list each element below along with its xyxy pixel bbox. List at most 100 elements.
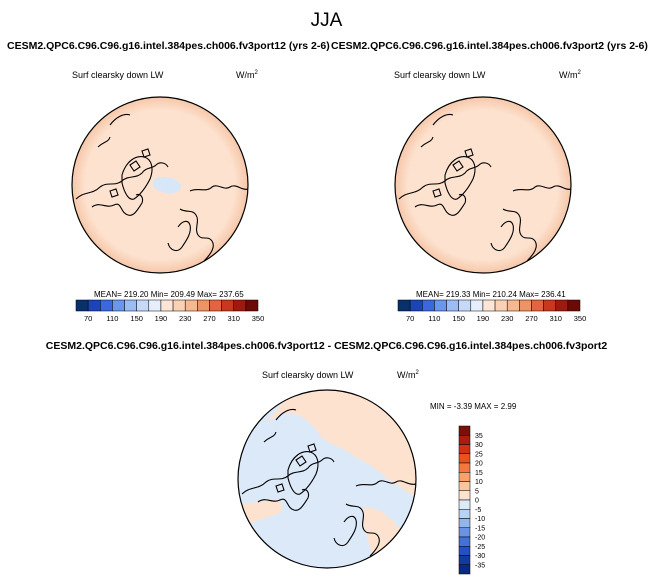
panel3-coast-siberia [355,480,416,487]
panel2-colorbar-label: 190 [477,314,490,323]
panel3-colorbar-label: 35 [475,433,483,440]
panel1-coast-hudson [91,193,144,216]
panel3-colorbar-box-8 [458,499,471,510]
panel1-colorbar-label: 310 [227,314,240,323]
panel1-colorbar-box-8 [172,299,186,312]
panel1-colorbar-label: 230 [179,314,192,323]
panel2-colorbar-box-8 [494,299,508,312]
panel2-colorbar-box-7 [482,299,496,312]
panel2-field [395,97,571,273]
panel2-coast-scandinavia [490,220,514,252]
panel3-colorbar: 35 30 25 20 15 10 5 0 -5 -10 -15 -20 -25 -30 -35 [458,425,485,575]
panel3-stats: MIN = -3.39 MAX = 2.99 [430,402,517,411]
panel1-colorbar-box-3 [112,299,125,312]
panel2-colorbar-box-6 [470,299,484,312]
panel2-colorbar-box-3 [434,299,447,312]
panel1-colorbar-box-12 [221,299,234,312]
panel2-coast-europe [502,208,537,262]
panel2-colorbar-box-13 [555,299,569,312]
panel2-stats: MEAN= 219.33 Min= 210.24 Max= 236.41 [416,290,566,299]
panel3-colorbar-label: 30 [475,442,483,449]
panel3-colorbar-box-3 [458,453,471,464]
panel1-colorbar-label: 150 [130,314,143,323]
panel3-colorbar-label: 10 [475,479,483,486]
panel3-coast-hudson [257,488,310,511]
panel1-colorbar-box-14 [245,299,259,312]
panel3-colorbar-box-11 [458,527,471,538]
panel3-colorbar-label: 20 [475,461,483,468]
panel1-colorbar-box-13 [233,299,247,312]
panel3-colorbar-box-6 [458,481,471,491]
panel3-colorbar-label: 15 [475,470,483,477]
panel2-coast-islands [432,148,474,198]
panel1-coast-siberia [189,185,248,192]
panel3-colorbar-label: -20 [475,535,485,542]
panel3-colorbar-box-1 [458,435,471,445]
panel2-colorbar-label: 270 [525,314,538,323]
panel1-colorbar-box-4 [124,299,137,312]
panel1-colorbar-box-9 [184,299,198,312]
panel2-colorbar-box-1 [409,299,423,312]
panel1-coast-alaska [97,113,131,148]
panel3-colorbar-box-0 [458,425,471,436]
panel1-colorbar-box-10 [197,299,210,312]
panel1-colorbar-box-5 [136,299,150,312]
panel2-colorbar-label: 150 [452,314,465,323]
panel1-colorbar-label: 350 [252,314,265,323]
panel2-colorbar-box-9 [506,299,520,312]
panel2-coast-canada [398,162,492,200]
panel1-title: CESM2.QPC6.C96.C96.g16.intel.384pes.ch00… [7,40,330,52]
panel1-colorbar-box-2 [100,299,113,312]
panel1-colorbar-label: 190 [155,314,168,323]
panel2-colorbar-box-12 [543,299,556,312]
panel3-colorbar-label: -35 [475,562,485,569]
panel1-units: W/m2 [236,70,258,80]
panel2-colorbar-box-5 [458,299,472,312]
panel1-colorbar-label: 70 [84,314,92,323]
panel3-colorbar-label: 0 [475,498,479,505]
panel3-colorbar-label: -10 [475,516,485,523]
panel2-colorbar-box-10 [519,299,532,312]
panel1-low-patch [152,176,182,194]
panel2-coast-hudson [414,193,467,216]
panel1-colorbar-box-11 [209,299,222,312]
panel1-coast-islands [109,148,151,198]
panel3-colorbar-box-13 [458,546,471,556]
panel3-colorbar-box-15 [458,564,471,575]
panel3-colorbar-label: -15 [475,525,485,532]
panel2-title: CESM2.QPC6.C96.C96.g16.intel.384pes.ch00… [331,40,648,52]
panel1-colorbar-box-7 [160,299,174,312]
panel3-colorbar-box-10 [458,518,471,528]
panel1-colorbar-box-1 [87,299,101,312]
panel1-stats: MEAN= 219.20 Min= 209.49 Max= 237.65 [94,290,244,299]
panel1-coast-europe [179,208,214,262]
panel2-colorbar-label: 310 [549,314,562,323]
panel3-colorbar-box-2 [458,444,471,454]
panel3-colorbar-box-5 [458,472,471,482]
panel3-colorbar-box-7 [458,490,471,501]
panel2-colorbar-label: 110 [428,314,440,323]
panel2-units: W/m2 [559,70,581,80]
panel3-colorbar-label: -25 [475,544,485,551]
panel3-colorbar-box-9 [458,509,471,519]
panel3-colorbar-label: 5 [475,488,479,495]
panel3-coast-islands [275,443,317,493]
panel1-colorbar: 70 110 150 190 230 270 310 350 [75,299,264,323]
panel1-colorbar-box-6 [148,299,162,312]
panel2-colorbar-label: 230 [501,314,514,323]
panel3-colorbar-label: -5 [475,507,481,514]
panel1-colorbar-box-0 [75,299,89,312]
diff-title: CESM2.QPC6.C96.C96.g16.intel.384pes.ch00… [45,340,608,352]
season-title: JJA [310,10,343,31]
panel2-colorbar: 70 110 150 190 230 270 310 350 [397,299,586,323]
panel2-colorbar-box-14 [567,299,581,312]
panel3-variable: Surf clearsky down LW [262,370,354,380]
panel2-colorbar-box-11 [531,299,544,312]
panel3-units: W/m2 [397,370,419,380]
panel1-polar-map [71,96,249,274]
panel1-coast-canada [75,162,169,200]
panel2-colorbar-label: 70 [406,314,414,323]
panel1-coast-greenland [121,156,153,200]
panel1-colorbar-label: 110 [106,314,118,323]
panel3-coast-scandinavia [333,515,357,547]
